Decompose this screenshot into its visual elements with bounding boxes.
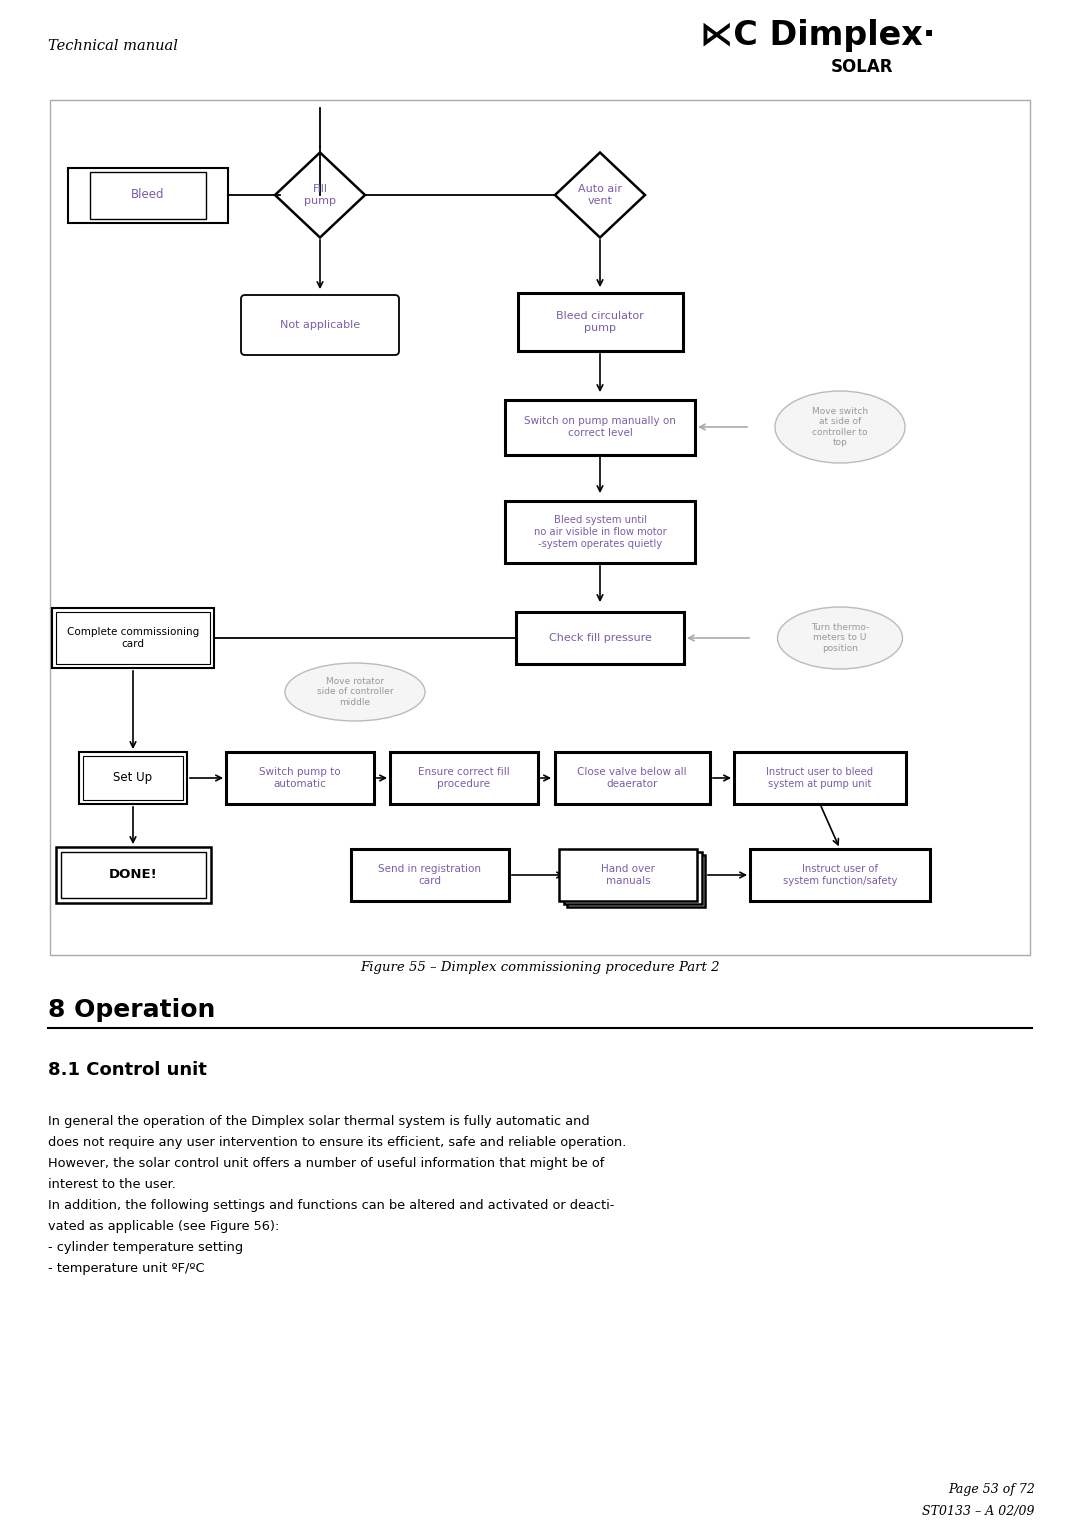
FancyBboxPatch shape [79, 752, 187, 804]
Text: - cylinder temperature setting: - cylinder temperature setting [48, 1241, 243, 1253]
FancyBboxPatch shape [505, 502, 696, 563]
FancyBboxPatch shape [516, 612, 684, 664]
Polygon shape [275, 152, 365, 238]
Text: Bleed system until
no air visible in flow motor
-system operates quietly: Bleed system until no air visible in flo… [534, 515, 666, 549]
Text: Bleed: Bleed [132, 189, 165, 201]
Ellipse shape [285, 663, 426, 721]
FancyBboxPatch shape [241, 295, 399, 354]
Text: Move switch
at side of
controller to
top: Move switch at side of controller to top [812, 407, 868, 446]
FancyBboxPatch shape [56, 612, 210, 664]
Text: Complete commissioning
card: Complete commissioning card [67, 627, 199, 649]
FancyBboxPatch shape [750, 848, 930, 900]
Text: Ensure correct fill
procedure: Ensure correct fill procedure [418, 767, 510, 788]
FancyBboxPatch shape [554, 752, 710, 804]
Text: SOLAR: SOLAR [831, 58, 893, 77]
Text: Turn thermo-
meters to U
position: Turn thermo- meters to U position [811, 623, 869, 653]
Text: Switch pump to
automatic: Switch pump to automatic [259, 767, 341, 788]
Text: vated as applicable (see Figure 56):: vated as applicable (see Figure 56): [48, 1220, 280, 1233]
FancyBboxPatch shape [567, 854, 705, 907]
Text: Switch on pump manually on
correct level: Switch on pump manually on correct level [524, 416, 676, 437]
Text: Instruct user of
system function/safety: Instruct user of system function/safety [783, 864, 897, 885]
FancyBboxPatch shape [83, 756, 183, 801]
Text: Hand over
manuals: Hand over manuals [602, 864, 654, 885]
Text: Auto air
vent: Auto air vent [578, 184, 622, 206]
Text: Move rotator
side of controller
middle: Move rotator side of controller middle [316, 676, 393, 707]
FancyBboxPatch shape [734, 752, 906, 804]
Text: 8.1 Control unit: 8.1 Control unit [48, 1062, 207, 1078]
FancyBboxPatch shape [52, 607, 214, 667]
Text: DONE!: DONE! [109, 868, 158, 882]
Text: Send in registration
card: Send in registration card [378, 864, 482, 885]
FancyBboxPatch shape [226, 752, 374, 804]
Text: interest to the user.: interest to the user. [48, 1178, 176, 1190]
Ellipse shape [778, 607, 903, 669]
FancyBboxPatch shape [517, 293, 683, 351]
FancyBboxPatch shape [60, 851, 205, 897]
Text: Figure 55 – Dimplex commissioning procedure Part 2: Figure 55 – Dimplex commissioning proced… [361, 962, 719, 974]
Text: Check fill pressure: Check fill pressure [549, 634, 651, 643]
Text: - temperature unit ºF/ºC: - temperature unit ºF/ºC [48, 1262, 204, 1275]
Text: Set Up: Set Up [113, 772, 152, 784]
Text: However, the solar control unit offers a number of useful information that might: However, the solar control unit offers a… [48, 1157, 605, 1170]
Polygon shape [555, 152, 645, 238]
Text: Fill
pump: Fill pump [303, 184, 336, 206]
Text: Bleed circulator
pump: Bleed circulator pump [556, 311, 644, 333]
FancyBboxPatch shape [505, 399, 696, 454]
FancyBboxPatch shape [559, 848, 697, 900]
FancyBboxPatch shape [90, 172, 206, 218]
Text: In addition, the following settings and functions can be altered and activated o: In addition, the following settings and … [48, 1200, 615, 1212]
Text: Technical manual: Technical manual [48, 38, 178, 54]
Ellipse shape [775, 391, 905, 463]
Text: Close valve below all
deaerator: Close valve below all deaerator [577, 767, 687, 788]
FancyBboxPatch shape [351, 848, 509, 900]
FancyBboxPatch shape [55, 847, 211, 904]
Text: 8 Operation: 8 Operation [48, 999, 215, 1022]
FancyBboxPatch shape [68, 167, 228, 222]
Text: Not applicable: Not applicable [280, 321, 360, 330]
Text: ⋉C Dimplex·: ⋉C Dimplex· [700, 20, 935, 52]
FancyBboxPatch shape [564, 851, 702, 904]
Text: ST0133 – A 02/09: ST0133 – A 02/09 [922, 1505, 1035, 1519]
Text: In general the operation of the Dimplex solar thermal system is fully automatic : In general the operation of the Dimplex … [48, 1115, 590, 1127]
Text: Instruct user to bleed
system at pump unit: Instruct user to bleed system at pump un… [767, 767, 874, 788]
Bar [50, 100, 1030, 956]
Text: Page 53 of 72: Page 53 of 72 [948, 1483, 1035, 1497]
Text: does not require any user intervention to ensure its efficient, safe and reliabl: does not require any user intervention t… [48, 1137, 626, 1149]
FancyBboxPatch shape [390, 752, 538, 804]
